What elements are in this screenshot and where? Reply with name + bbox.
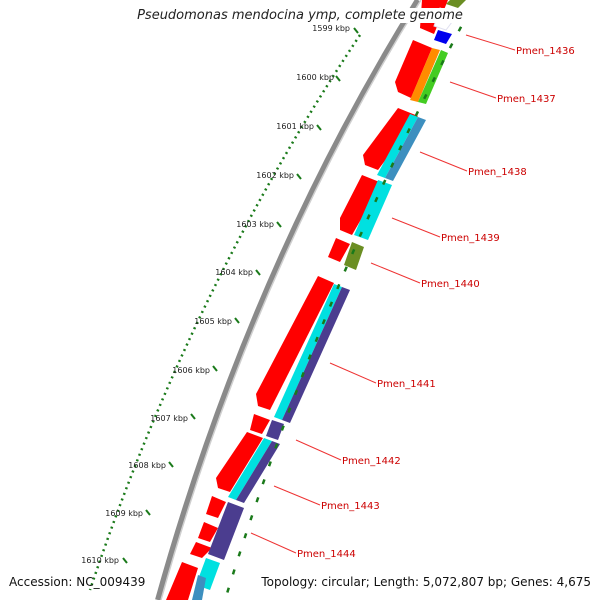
feature-block — [274, 284, 342, 420]
feature-block — [418, 50, 448, 104]
scale-tick-1606: 1606 kbp — [172, 365, 218, 375]
scale-tick-1607: 1607 kbp — [150, 413, 196, 423]
scale-tick-1609: 1609 kbp — [105, 509, 151, 518]
map-title-text: Pseudomonas mendocina ymp, complete geno… — [135, 8, 465, 23]
scale-ring — [88, 34, 362, 591]
cds-arrow — [340, 175, 382, 235]
cds-arrow — [256, 276, 334, 410]
backbone-highlight — [160, 0, 422, 600]
scale-tick-1602: 1602 kbp — [256, 171, 302, 180]
feature-block — [354, 180, 392, 240]
topology-text: Topology: circular; Length: 5,072,807 bp… — [261, 575, 591, 589]
scale-label: 1610 kbp — [81, 556, 119, 565]
gene-label-pmen-1440[interactable]: Pmen_1440 — [421, 279, 480, 290]
scale-label: 1606 kbp — [172, 366, 210, 375]
cds-arrow — [395, 40, 432, 98]
scale-label: 1601 kbp — [276, 122, 314, 131]
feature-block — [282, 287, 350, 423]
feature-block — [410, 48, 440, 102]
scale-tick-1603: 1603 kbp — [236, 220, 282, 229]
cds-arrow — [190, 542, 212, 558]
feature-block — [228, 438, 272, 500]
cds-arrow — [363, 108, 418, 170]
scale-tick-1610: 1610 kbp — [81, 556, 128, 565]
gene-label-pmen-1438[interactable]: Pmen_1438 — [468, 167, 527, 178]
backbone — [155, 0, 421, 600]
cds-arrow — [250, 414, 270, 434]
leader-lines — [250, 34, 516, 554]
cds-arrow — [166, 562, 198, 600]
feature-block — [236, 441, 280, 503]
feature-block — [446, 0, 466, 8]
scale-label: 1605 kbp — [194, 317, 232, 326]
cds-track — [166, 0, 448, 600]
gene-label-pmen-1437[interactable]: Pmen_1437 — [497, 94, 556, 105]
scale-label: 1602 kbp — [256, 171, 294, 180]
feature-block — [208, 502, 244, 560]
gene-label-pmen-1443[interactable]: Pmen_1443 — [321, 501, 380, 512]
gene-label-pmen-1441[interactable]: Pmen_1441 — [377, 379, 436, 390]
scale-label: 1607 kbp — [150, 414, 188, 423]
scale-label: 1608 kbp — [128, 461, 166, 470]
cds-arrow — [328, 238, 350, 262]
feature-block — [385, 117, 426, 181]
gene-labels: Pmen_1436 Pmen_1437 Pmen_1438 Pmen_1439 … — [297, 46, 575, 560]
scale-tick-1608: 1608 kbp — [128, 461, 174, 470]
scale-tick-1599: 1599 kbp — [312, 24, 359, 34]
feature-block — [192, 575, 206, 600]
cds-arrow — [216, 432, 263, 492]
scale-tick-1604: 1604 kbp — [215, 268, 261, 277]
cds-arrow — [206, 496, 226, 518]
scale-label: 1604 kbp — [215, 268, 253, 277]
feature-block — [434, 30, 452, 44]
scale-tick-1601: 1601 kbp — [276, 122, 322, 131]
scale-label: 1600 kbp — [296, 73, 334, 82]
gene-label-pmen-1444[interactable]: Pmen_1444 — [297, 549, 356, 560]
map-title: Pseudomonas mendocina ymp, complete geno… — [0, 8, 600, 23]
scale-label: 1599 kbp — [312, 24, 350, 33]
scale-tick-1600: 1600 kbp — [296, 73, 341, 82]
gene-label-pmen-1442[interactable]: Pmen_1442 — [342, 456, 401, 467]
accession-text: Accession: NC_009439 — [9, 575, 146, 589]
feature-block — [344, 242, 364, 270]
gene-label-pmen-1436[interactable]: Pmen_1436 — [516, 46, 575, 57]
scale-label: 1603 kbp — [236, 220, 274, 229]
scale-label: 1609 kbp — [105, 509, 143, 518]
scale-tick-1605: 1605 kbp — [194, 317, 240, 326]
cds-arrow — [198, 522, 218, 542]
feature-block — [266, 420, 284, 440]
gene-label-pmen-1439[interactable]: Pmen_1439 — [441, 233, 500, 244]
